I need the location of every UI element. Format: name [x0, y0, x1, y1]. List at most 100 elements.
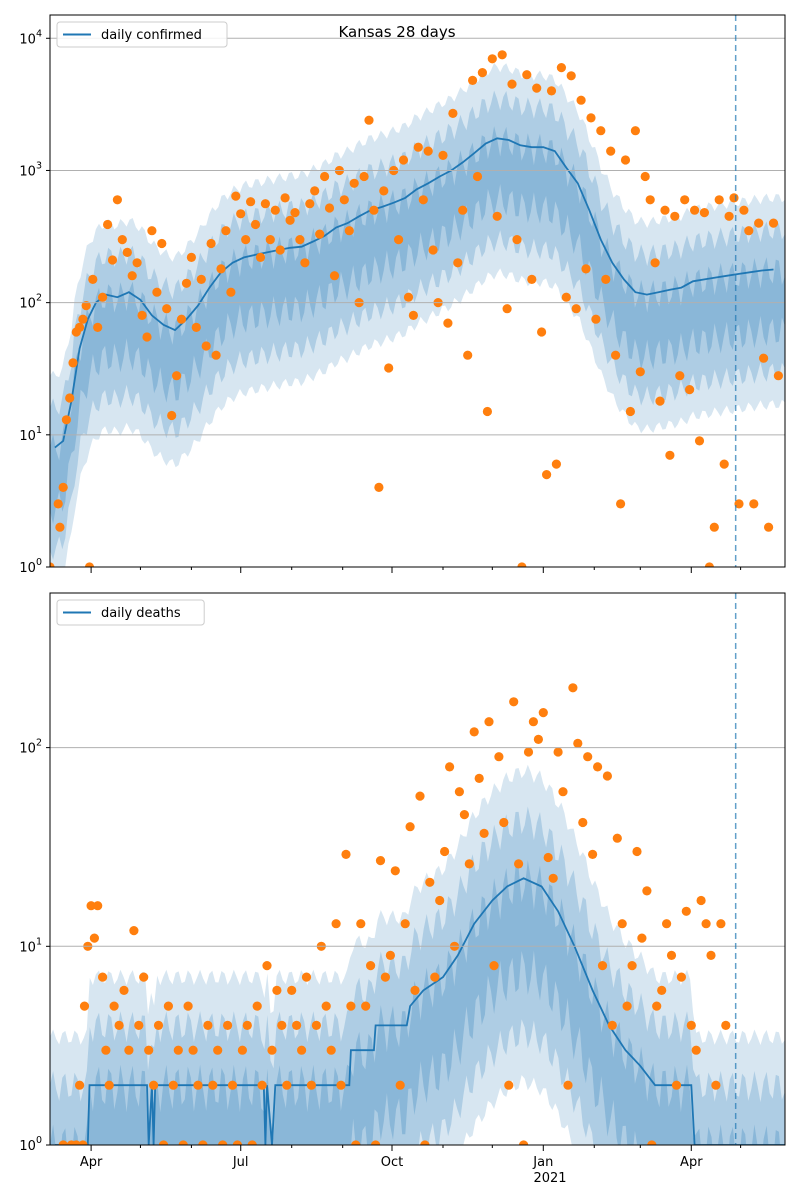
top-data-point [576, 95, 586, 105]
top-legend-label: daily confirmed [101, 28, 202, 43]
top-data-point [359, 171, 369, 182]
bottom-series-line [54, 877, 785, 1145]
bottom-data-point [440, 846, 450, 857]
top-data-point [162, 304, 172, 314]
top-data-point [196, 274, 206, 284]
bottom-legend: daily deaths [56, 599, 205, 626]
bottom-x-tick-label: Apr [680, 1155, 703, 1170]
bottom-data-point [632, 846, 642, 857]
bottom-data-point [445, 762, 455, 772]
top-data-point [542, 470, 552, 480]
top-data-point [690, 205, 700, 215]
top-data-point [315, 229, 325, 239]
top-data-point [250, 219, 261, 230]
top-data-point [107, 255, 118, 265]
top-data-point [571, 304, 581, 314]
top-data-point [270, 205, 280, 215]
bottom-data-point [86, 901, 96, 911]
top-data-point [616, 499, 626, 509]
bottom-legend-label: daily deaths [101, 606, 181, 621]
bottom-data-point [375, 856, 386, 866]
top-data-point [305, 199, 315, 209]
bottom-data-point [306, 1080, 316, 1090]
top-data-point [749, 499, 759, 509]
top-data-point [132, 258, 142, 268]
top-data-point [221, 226, 231, 236]
top-data-point [487, 54, 497, 64]
top-data-point [408, 310, 418, 320]
bottom-data-point [696, 895, 706, 906]
top-data-point [620, 155, 631, 165]
top-data-point [265, 235, 275, 245]
top-data-point [53, 499, 63, 509]
top-data-point [231, 191, 241, 201]
bottom-data-point [573, 738, 583, 749]
bottom-data-point [109, 1001, 119, 1011]
bottom-data-point [297, 1045, 307, 1055]
top-data-point [191, 322, 201, 332]
bottom-data-point [198, 1140, 208, 1145]
bottom-data-point [326, 1045, 336, 1055]
top-data-point [58, 482, 68, 492]
bottom-data-point [366, 961, 376, 971]
top-data-point [186, 252, 196, 262]
bottom-data-point [652, 1001, 662, 1011]
bottom-data-point [519, 1140, 529, 1145]
bottom-data-point [435, 895, 445, 906]
top-data-point [694, 436, 705, 446]
bottom-data-point [203, 1020, 213, 1030]
top-data-point [596, 126, 606, 136]
bottom-data-point [341, 849, 351, 860]
top-data-point [497, 50, 507, 60]
top-data-point [739, 205, 749, 215]
bottom-data-point [400, 919, 410, 929]
bottom-uncertainty-band-2 [50, 806, 785, 1145]
top-data-point [206, 238, 216, 249]
top-data-point [339, 195, 349, 205]
bottom-data-point [420, 1140, 430, 1145]
top-data-point [754, 218, 764, 228]
top-data-point [635, 367, 645, 377]
bottom-data-point [158, 1140, 169, 1145]
top-data-point [532, 83, 542, 93]
top-data-point [768, 218, 779, 228]
bottom-data-point [405, 822, 415, 832]
top-data-point [103, 219, 113, 230]
bottom-data-point [149, 1080, 159, 1090]
bottom-data-point [657, 985, 667, 996]
top-data-point [759, 353, 769, 363]
top-data-point [581, 264, 591, 274]
top-data-point [167, 410, 177, 421]
top-data-point [241, 235, 251, 245]
top-data-point [418, 195, 428, 205]
top-data-point [561, 292, 571, 302]
top-series-line [54, 137, 774, 449]
bottom-data-point [509, 697, 519, 707]
bottom-data-point [395, 1080, 405, 1090]
bottom-data-point [666, 950, 677, 961]
bottom-data-point [504, 1080, 514, 1090]
top-data-point [379, 186, 389, 196]
top-data-point [527, 274, 537, 284]
bottom-data-point [676, 972, 687, 982]
bottom-data-point [464, 859, 474, 869]
top-data-point [685, 385, 695, 395]
top-data-point [655, 396, 665, 406]
top-data-point [724, 211, 734, 221]
top-data-point [122, 247, 132, 257]
bottom-data-point [242, 1020, 252, 1030]
top-data-point [773, 371, 784, 381]
top-data-point [181, 278, 192, 288]
bottom-data-point [622, 1001, 632, 1011]
top-data-point [507, 79, 517, 89]
top-data-point [468, 75, 478, 85]
bottom-data-point [331, 919, 341, 929]
top-data-point [172, 371, 182, 381]
top-data-point [670, 211, 680, 221]
top-data-point [546, 86, 557, 96]
top-data-point [137, 310, 147, 320]
top-data-point [601, 274, 611, 284]
top-data-point [744, 226, 754, 236]
